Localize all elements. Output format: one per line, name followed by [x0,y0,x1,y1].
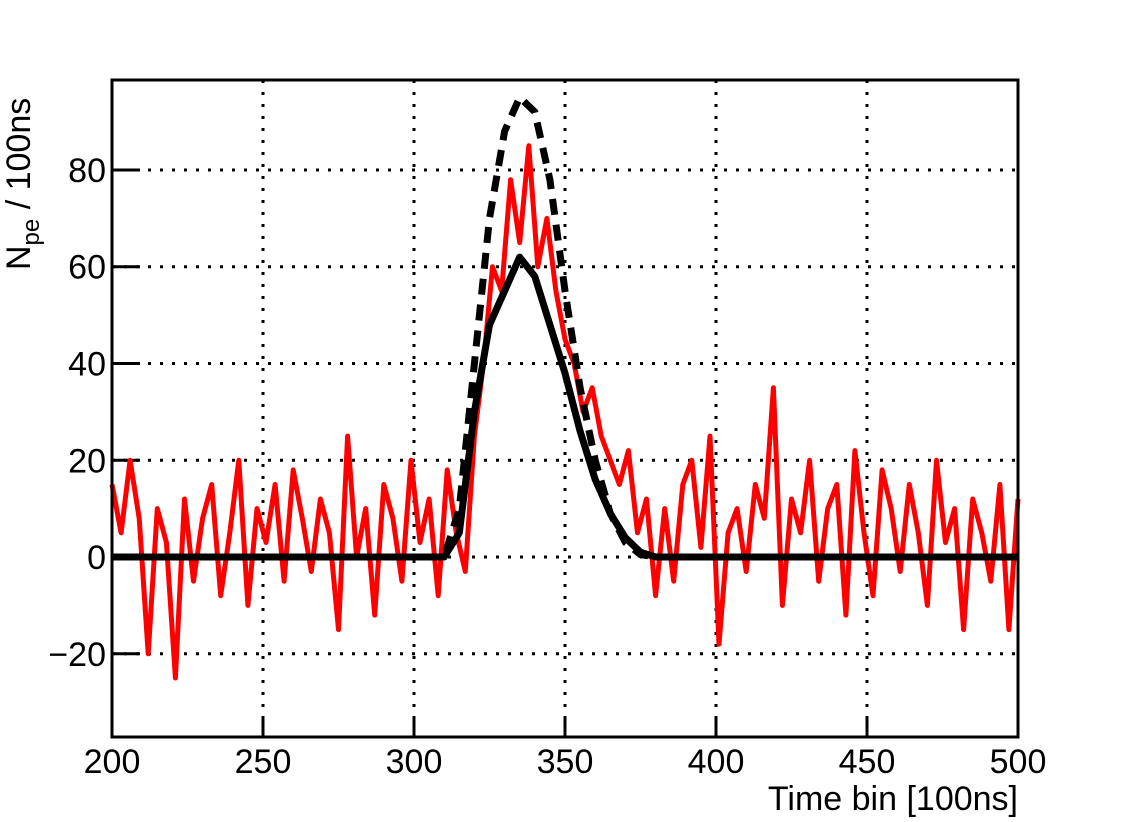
x-tick-label: 400 [688,743,745,781]
x-tick-label: 450 [839,743,896,781]
y-label-main: N [0,245,38,270]
plot-frame [110,78,1020,739]
y-tick-label: 40 [68,346,106,384]
x-tick-label: 500 [990,743,1047,781]
series-line [112,93,1018,561]
y-axis-label: Npe / 100ns [0,98,45,270]
y-tick-label: 0 [87,539,106,577]
y-tick-label: 20 [68,442,106,480]
x-tick-label: 200 [84,743,141,781]
y-tick-label: 80 [68,152,106,190]
series-line [112,253,1018,561]
x-tick-label: 250 [235,743,292,781]
y-tick-label: 60 [68,249,106,287]
x-tick-label: 350 [537,743,594,781]
x-axis-label: Time bin [100ns] [768,780,1018,817]
y-label-rest: / 100ns [0,98,38,219]
x-tick-label: 300 [386,743,443,781]
y-label-sub: pe [18,219,45,246]
y-tick-label: −20 [48,636,106,674]
